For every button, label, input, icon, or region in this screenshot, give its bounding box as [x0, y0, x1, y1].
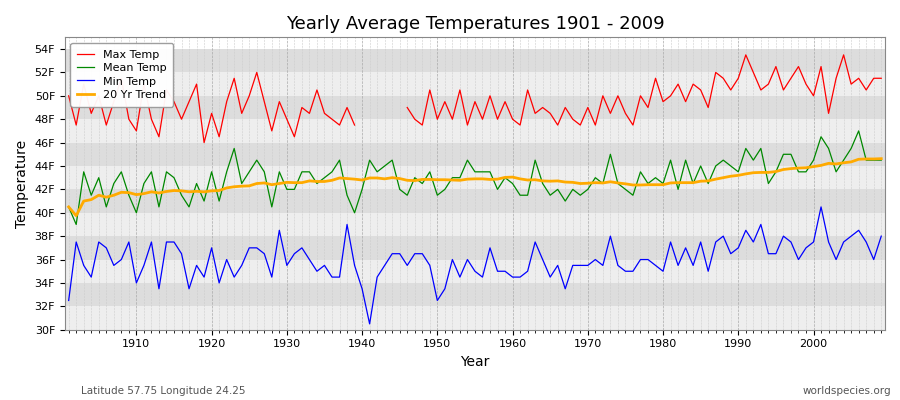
Mean Temp	[508, 181, 518, 186]
20 Yr Trend	[876, 156, 886, 161]
Line: 20 Yr Trend: 20 Yr Trend	[68, 159, 881, 216]
20 Yr Trend	[515, 176, 526, 181]
Bar	[65, 213, 885, 236]
Max Temp	[161, 88, 172, 92]
20 Yr Trend	[296, 180, 307, 185]
Max Temp	[101, 123, 112, 128]
Max Temp	[86, 111, 96, 116]
Max Temp	[139, 82, 149, 86]
Max Temp	[176, 117, 187, 122]
Max Temp	[123, 117, 134, 122]
Title: Yearly Average Temperatures 1901 - 2009: Yearly Average Temperatures 1901 - 2009	[285, 15, 664, 33]
Line: Mean Temp: Mean Temp	[68, 131, 881, 224]
Max Temp	[184, 99, 194, 104]
Max Temp	[71, 123, 82, 128]
Max Temp	[116, 76, 127, 81]
Mean Temp	[876, 158, 886, 162]
20 Yr Trend	[605, 179, 616, 184]
Max Temp	[266, 128, 277, 133]
Min Temp	[123, 240, 134, 244]
Max Temp	[274, 99, 284, 104]
Max Temp	[221, 99, 232, 104]
Min Temp	[63, 298, 74, 303]
20 Yr Trend	[342, 176, 353, 181]
Min Temp	[364, 322, 375, 326]
Max Temp	[94, 94, 104, 98]
Text: Latitude 57.75 Longitude 24.25: Latitude 57.75 Longitude 24.25	[81, 386, 246, 396]
Max Temp	[78, 82, 89, 86]
Min Temp	[605, 234, 616, 238]
Bar	[65, 49, 885, 72]
Legend: Max Temp, Mean Temp, Min Temp, 20 Yr Trend: Max Temp, Mean Temp, Min Temp, 20 Yr Tre…	[70, 43, 173, 107]
Min Temp	[289, 251, 300, 256]
Bar	[65, 166, 885, 189]
Max Temp	[311, 88, 322, 92]
Min Temp	[815, 204, 826, 209]
Mean Temp	[605, 152, 616, 157]
Max Temp	[251, 70, 262, 75]
Max Temp	[168, 99, 179, 104]
Min Temp	[876, 234, 886, 238]
Max Temp	[131, 128, 142, 133]
20 Yr Trend	[508, 175, 518, 180]
Max Temp	[342, 105, 353, 110]
Max Temp	[334, 123, 345, 128]
Max Temp	[199, 140, 210, 145]
Max Temp	[237, 111, 248, 116]
Y-axis label: Temperature: Temperature	[15, 140, 29, 228]
Max Temp	[244, 94, 255, 98]
20 Yr Trend	[63, 204, 74, 209]
Max Temp	[206, 111, 217, 116]
20 Yr Trend	[131, 192, 142, 197]
Min Temp	[515, 275, 526, 280]
Bar	[65, 260, 885, 283]
Max Temp	[349, 123, 360, 128]
Max Temp	[259, 99, 270, 104]
Max Temp	[320, 111, 330, 116]
Mean Temp	[63, 204, 74, 209]
Max Temp	[289, 134, 300, 139]
Max Temp	[327, 117, 338, 122]
Max Temp	[296, 105, 307, 110]
Mean Temp	[131, 210, 142, 215]
Bar	[65, 236, 885, 260]
Mean Temp	[296, 170, 307, 174]
Max Temp	[282, 117, 292, 122]
Text: worldspecies.org: worldspecies.org	[803, 386, 891, 396]
Bar	[65, 142, 885, 166]
Bar	[65, 96, 885, 119]
Mean Temp	[853, 128, 864, 133]
20 Yr Trend	[71, 213, 82, 218]
Mean Temp	[515, 193, 526, 198]
Max Temp	[63, 94, 74, 98]
Mean Temp	[342, 193, 353, 198]
Bar	[65, 306, 885, 330]
Max Temp	[213, 134, 224, 139]
Max Temp	[154, 134, 165, 139]
Line: Max Temp: Max Temp	[68, 72, 355, 142]
Mean Temp	[71, 222, 82, 227]
Min Temp	[334, 275, 345, 280]
Bar	[65, 283, 885, 306]
Max Temp	[191, 82, 202, 86]
X-axis label: Year: Year	[460, 355, 490, 369]
Max Temp	[229, 76, 239, 81]
Bar	[65, 189, 885, 213]
Bar	[65, 72, 885, 96]
Bar	[65, 119, 885, 142]
Min Temp	[508, 275, 518, 280]
Line: Min Temp: Min Temp	[68, 207, 881, 324]
Max Temp	[108, 99, 119, 104]
Max Temp	[146, 117, 157, 122]
Max Temp	[304, 111, 315, 116]
